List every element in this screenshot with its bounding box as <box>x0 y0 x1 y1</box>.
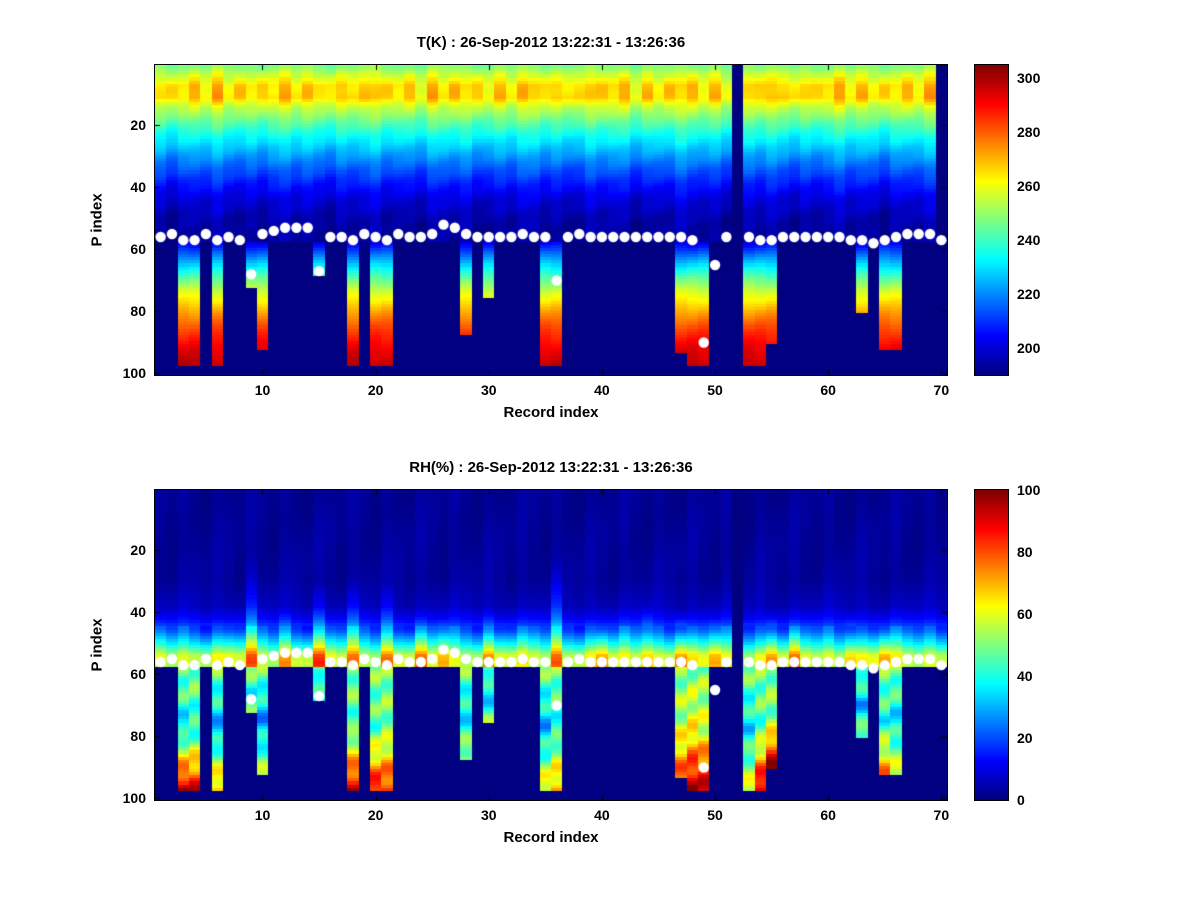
humidity-chart-title: RH(%) : 26-Sep-2012 13:22:31 - 13:26:36 <box>409 459 693 476</box>
x-tick-label: 20 <box>367 382 384 398</box>
y-tick-label: 40 <box>130 604 146 621</box>
colorbar-tick-label: 240 <box>1017 232 1041 249</box>
y-tick-label: 40 <box>130 179 146 196</box>
colorbar-tick-label: 0 <box>1017 792 1025 808</box>
temperature-y-axis-label: P index <box>88 193 106 247</box>
colorbar-tick-label: 80 <box>1017 544 1033 560</box>
colorbar-tick-label: 260 <box>1017 178 1041 195</box>
x-tick-label: 20 <box>367 807 384 823</box>
colorbar-tick-label: 300 <box>1017 70 1041 87</box>
x-tick-label: 30 <box>480 382 497 398</box>
y-tick-label: 20 <box>130 117 146 134</box>
x-tick-label: 10 <box>254 382 271 398</box>
x-tick-label: 10 <box>254 807 271 823</box>
colorbar-tick-label: 220 <box>1017 286 1041 303</box>
humidity-plot-area <box>154 489 948 801</box>
y-tick-label: 100 <box>122 790 146 807</box>
x-tick-label: 70 <box>933 807 950 823</box>
temperature-colorbar <box>974 64 1009 376</box>
y-tick-label: 100 <box>122 365 146 382</box>
colorbar-tick-label: 20 <box>1017 730 1033 746</box>
x-tick-label: 50 <box>707 807 723 823</box>
temperature-x-axis-label: Record index <box>503 404 599 421</box>
y-tick-label: 60 <box>130 241 146 258</box>
humidity-colorbar <box>974 489 1009 801</box>
y-tick-label: 80 <box>130 303 146 320</box>
colorbar-tick-label: 280 <box>1017 124 1041 141</box>
temperature-plot-area <box>154 64 948 376</box>
temperature-heatmap-canvas <box>155 65 947 375</box>
humidity-y-axis-label: P index <box>88 618 106 672</box>
x-tick-label: 70 <box>933 382 950 398</box>
colorbar-tick-label: 40 <box>1017 668 1033 684</box>
x-tick-label: 50 <box>707 382 723 398</box>
x-tick-label: 40 <box>594 807 610 823</box>
y-tick-label: 60 <box>130 666 146 683</box>
humidity-heatmap-canvas <box>155 490 947 800</box>
temperature-chart-title: T(K) : 26-Sep-2012 13:22:31 - 13:26:36 <box>416 34 686 51</box>
x-tick-label: 30 <box>480 807 497 823</box>
x-tick-label: 60 <box>820 382 836 398</box>
temperature-colorbar-canvas <box>975 65 1008 375</box>
humidity-colorbar-canvas <box>975 490 1008 800</box>
y-tick-label: 80 <box>130 728 146 745</box>
humidity-x-axis-label: Record index <box>503 829 599 846</box>
colorbar-tick-label: 60 <box>1017 606 1033 622</box>
colorbar-tick-label: 100 <box>1017 482 1041 498</box>
y-tick-label: 20 <box>130 542 146 559</box>
x-tick-label: 60 <box>820 807 836 823</box>
x-tick-label: 40 <box>594 382 610 398</box>
colorbar-tick-label: 200 <box>1017 340 1041 357</box>
